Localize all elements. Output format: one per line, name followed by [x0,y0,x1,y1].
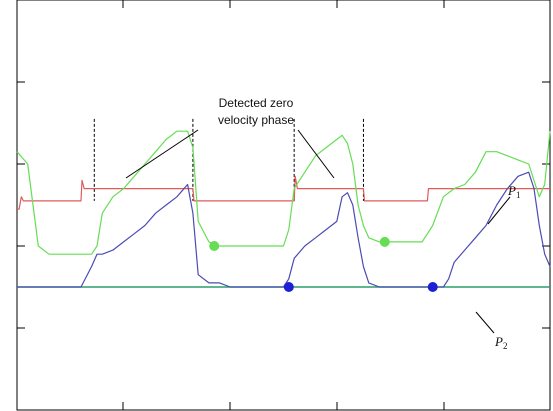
series-pointer-p2 [475,311,495,334]
annotation-pointer-left [125,129,199,179]
series-label-p2: P2 [494,334,507,351]
marker-p2-3 [427,282,438,292]
series-line-p1 [16,130,551,255]
marker-layer [209,236,438,292]
series-line-zv [17,175,550,210]
series-line-p2 [17,171,551,288]
series-label-p2-base: P [494,334,503,349]
series-label-p1-base: P [507,183,516,198]
marker-p2-1 [283,282,294,292]
series-label-p1-sub: 1 [516,190,521,200]
series-layer [16,130,551,288]
series-pointer-p1 [487,196,511,225]
zero-velocity-phase-lines [93,118,364,201]
series-label-p2-sub: 2 [503,341,508,351]
annotation-pointer-right [297,129,335,179]
marker-p1-0 [209,241,220,251]
series-label-p1: P1 [507,183,520,200]
plot-frame [16,0,551,411]
marker-p1-2 [379,236,390,247]
annotation-line-1: Detected zero [219,96,294,110]
annotation-line-2: velocity phase [218,113,294,127]
